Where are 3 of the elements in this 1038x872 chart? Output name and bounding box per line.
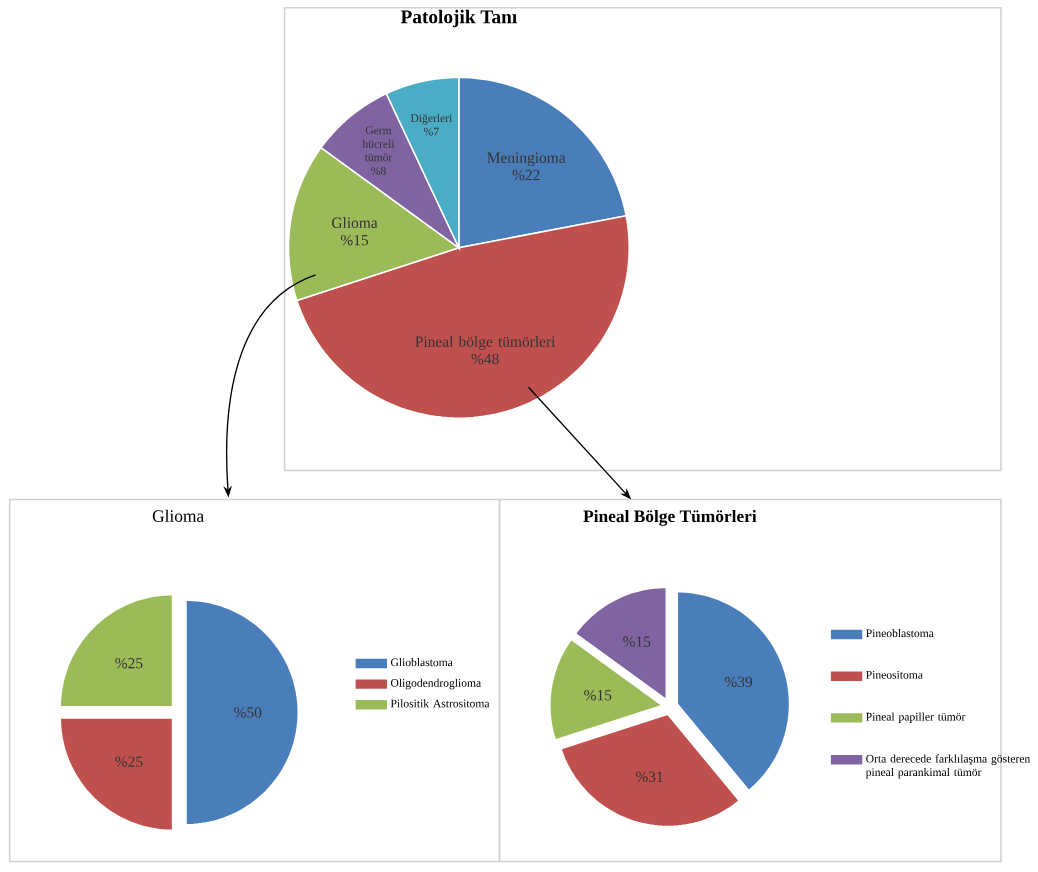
chart-title: Patolojik Tanı xyxy=(400,10,517,28)
chart-title: Glioma xyxy=(152,510,204,523)
chart-title: Pineal Bölge Tümörleri xyxy=(583,510,757,527)
